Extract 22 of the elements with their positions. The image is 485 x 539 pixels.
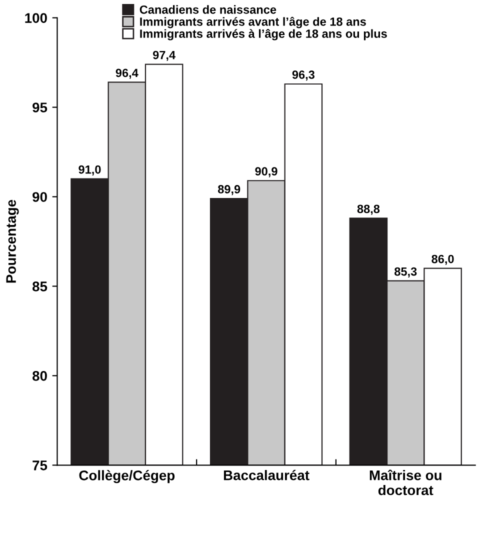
x-tick-label: Baccalauréat xyxy=(224,470,310,480)
y-tick-label: 95 xyxy=(32,102,48,112)
legend-label: Canadiens de naissance xyxy=(140,5,276,14)
y-tick-label: 80 xyxy=(32,371,47,381)
y-tick-label: 75 xyxy=(32,460,48,470)
y-tick-label: 90 xyxy=(32,192,47,202)
legend-label: Immigrants arrivés avant l’âge de 18 ans xyxy=(140,16,366,28)
data-label: 88,8 xyxy=(357,204,380,215)
data-label: 86,0 xyxy=(432,254,454,265)
x-tick-label: Maîtrise ou doctorat xyxy=(370,470,442,496)
x-tick-label: Collège/Cégep xyxy=(79,470,175,484)
legend-label: Immigrants arrivés à l’âge de 18 ans ou plus xyxy=(140,28,387,40)
y-tick-label: 85 xyxy=(32,282,48,292)
data-label: 96,4 xyxy=(116,68,138,79)
y-tick-label: 100 xyxy=(25,13,47,23)
data-label: 96,3 xyxy=(292,70,314,81)
data-label: 91,0 xyxy=(78,165,101,176)
data-label: 85,3 xyxy=(394,267,417,278)
y-axis-title: Pourcentage xyxy=(6,200,19,283)
data-label: 90,9 xyxy=(255,167,278,178)
data-label: 89,9 xyxy=(218,185,240,196)
data-label: 97,4 xyxy=(152,50,176,61)
